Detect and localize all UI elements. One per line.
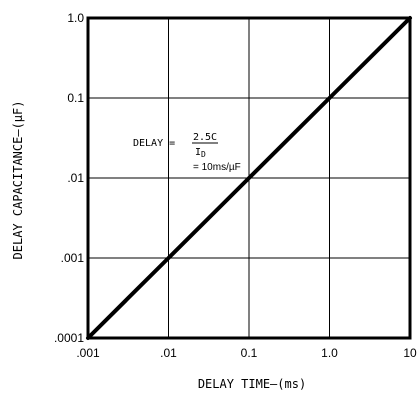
- x-tick-label: .01: [160, 346, 177, 360]
- formula-denominator-i: I: [195, 147, 201, 158]
- y-tick-label: .01: [67, 171, 84, 185]
- y-axis-title: DELAY CAPACITANCE–(µF): [11, 101, 25, 260]
- formula-denominator-sub: D: [201, 150, 206, 159]
- formula-denominator: ID: [195, 147, 206, 159]
- y-tick-labels: .0001 .001 .01 0.1 1.0: [54, 11, 84, 345]
- x-tick-label: 10: [403, 346, 417, 360]
- x-tick-label: 0.1: [241, 346, 258, 360]
- formula-result: = 10ms/µF: [193, 162, 241, 173]
- y-tick-label: .001: [61, 251, 85, 265]
- x-axis-title: DELAY TIME–(ms): [198, 377, 306, 391]
- x-tick-label: 1.0: [321, 346, 338, 360]
- x-tick-labels: .001 .01 0.1 1.0 10: [76, 346, 417, 360]
- plot-frame: [86, 16, 412, 340]
- formula-lhs: DELAY =: [133, 138, 175, 149]
- y-tick-label: 0.1: [67, 91, 84, 105]
- series-layer: [86, 16, 412, 340]
- x-tick-label: .001: [76, 346, 100, 360]
- delay-formula: DELAY = 2.5C ID = 10ms/µF: [133, 132, 241, 173]
- formula-numerator: 2.5C: [193, 132, 217, 143]
- y-tick-label: .0001: [54, 331, 84, 345]
- delay-line: [86, 16, 412, 340]
- y-tick-label: 1.0: [67, 11, 84, 25]
